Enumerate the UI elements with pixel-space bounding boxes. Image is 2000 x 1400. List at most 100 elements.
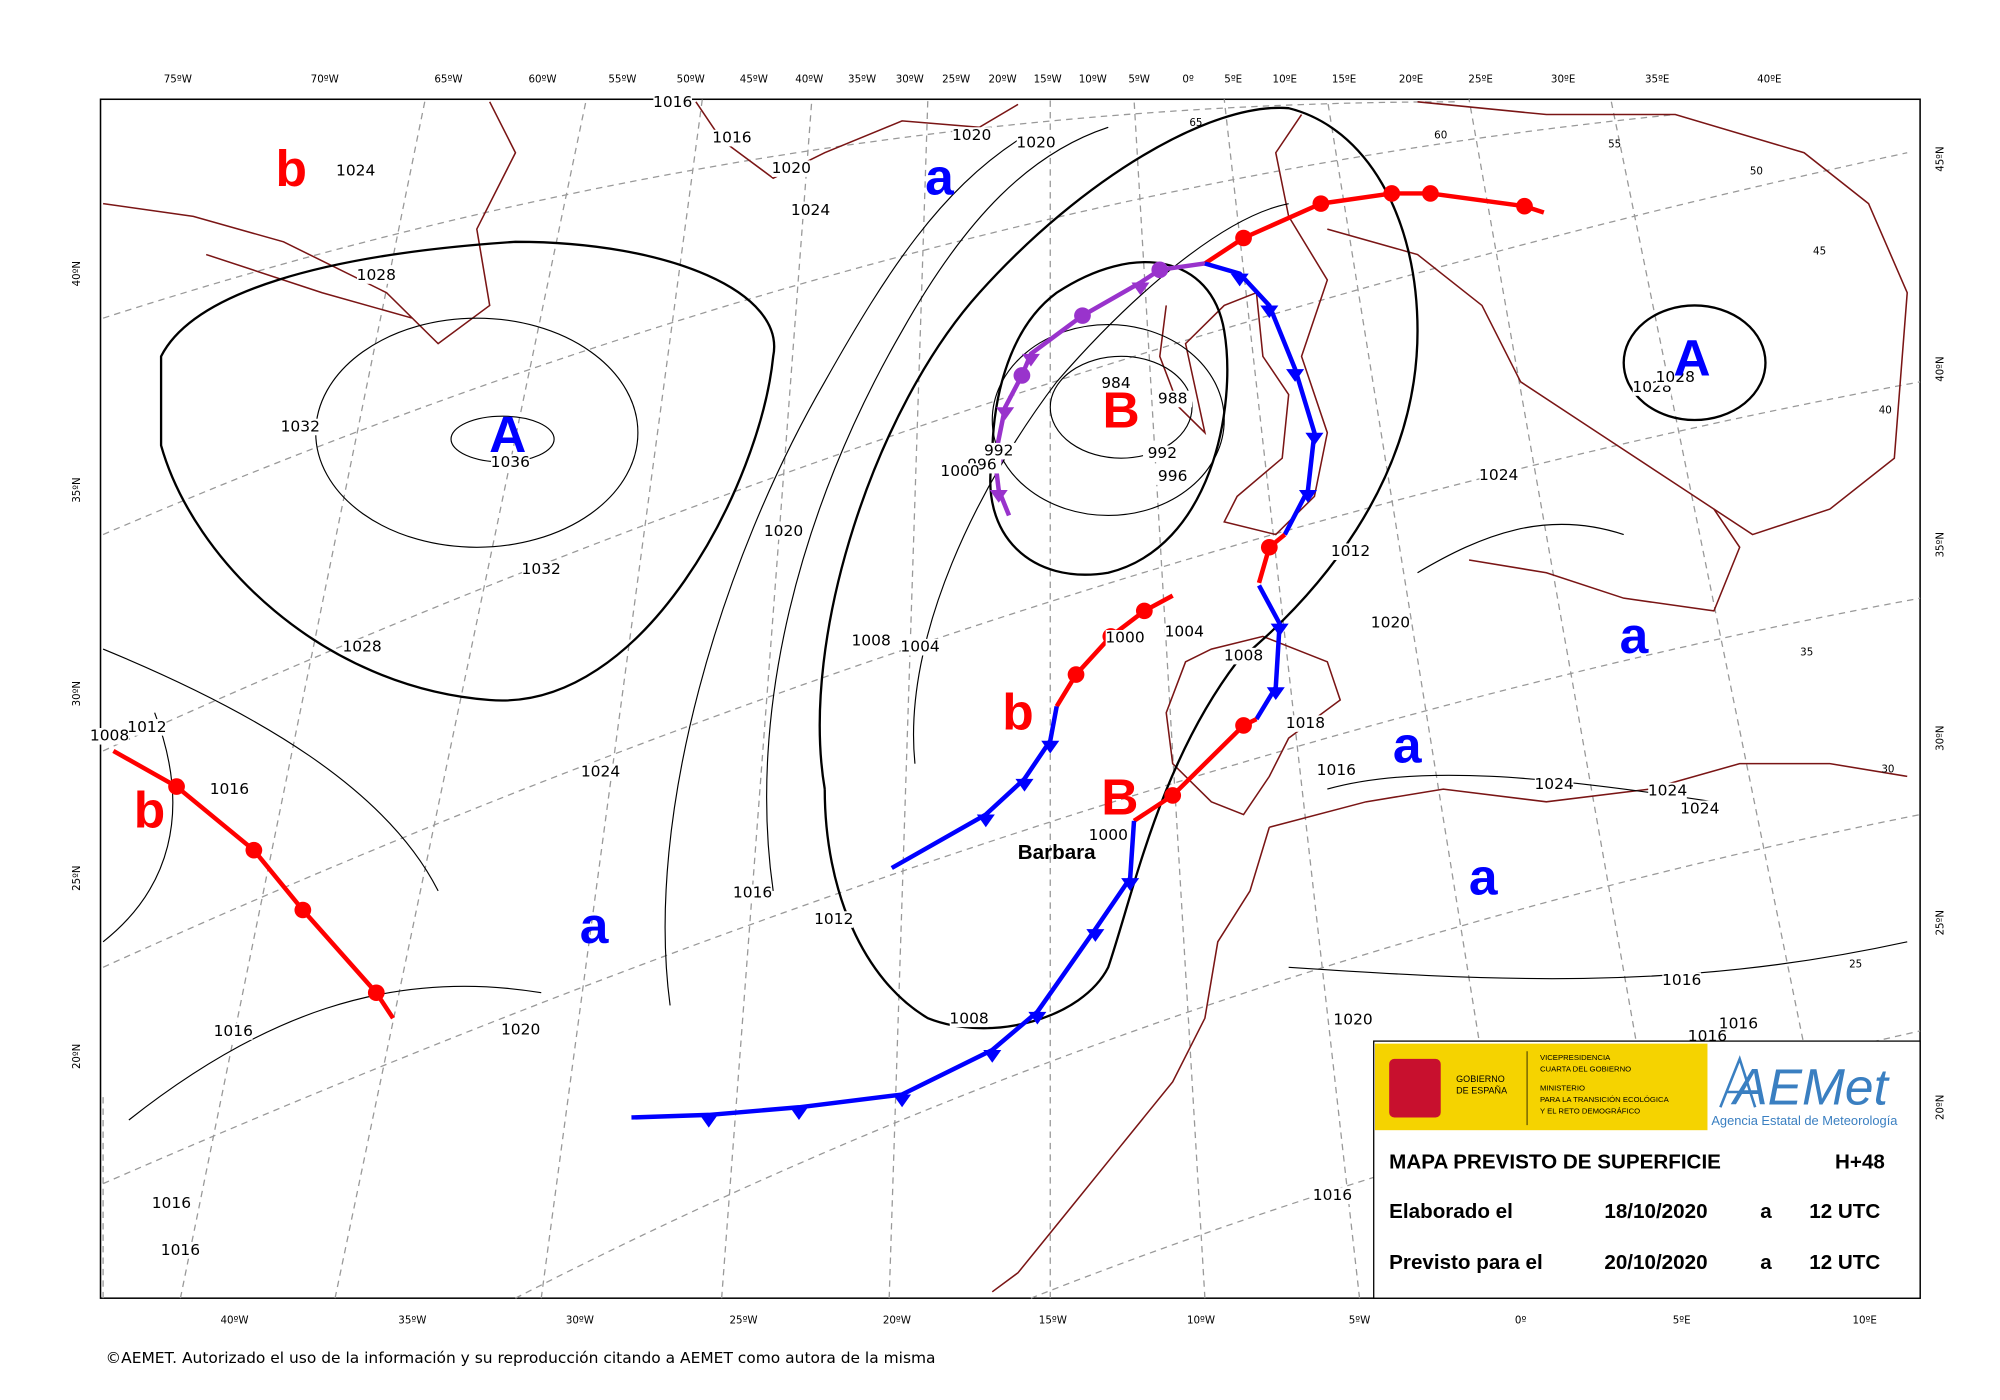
isobar-label: 1016: [1719, 1014, 1758, 1032]
front-symbol: [1131, 282, 1150, 296]
isobar-label-bg: [771, 160, 811, 177]
front-symbol: [1015, 778, 1034, 792]
info-cell: a: [1760, 1251, 1772, 1274]
isobar-label: 1004: [1165, 622, 1204, 640]
front-symbol: [1516, 197, 1533, 215]
isobar-label-bg: [1096, 375, 1136, 392]
map-frame: [99, 98, 1921, 1299]
isobar-label: 1020: [1371, 614, 1410, 632]
isobar-label-bg: [1143, 445, 1182, 462]
logo-text: MINISTERIO: [1540, 1084, 1585, 1093]
isobar-label-bg: [1317, 762, 1356, 779]
pressure-system: A: [489, 406, 526, 463]
isobar-label-bg: [501, 1022, 540, 1039]
isobar-label-bg: [356, 267, 396, 284]
isobar-label-bg: [152, 1195, 191, 1212]
isobar-label-bg: [1479, 467, 1519, 484]
isobar-label: 1028: [357, 266, 396, 284]
longitude-label: 55ºW: [608, 74, 636, 86]
front-symbol: [1028, 1011, 1047, 1025]
aemet-mark: [1719, 1055, 1757, 1108]
longitude-label: 25ºE: [1468, 74, 1492, 86]
latitude-label: 40: [1879, 405, 1892, 417]
coastline: [102, 101, 517, 345]
front-symbol: [1286, 369, 1305, 382]
graticule: [102, 99, 1921, 1299]
pressure-system: b: [275, 140, 306, 197]
longitude-label: 75ºW: [164, 74, 192, 86]
isobar-label: 1028: [1656, 368, 1695, 386]
coastline: [1327, 101, 1909, 536]
isobar-label: 1032: [522, 560, 561, 578]
logo-text: GOBIERNO: [1456, 1074, 1505, 1084]
front-symbol: [699, 1114, 718, 1128]
isobar-label-bg: [336, 162, 375, 180]
isobar-label: 1018: [1286, 714, 1325, 732]
isobar-label: 1016: [1662, 971, 1701, 989]
front-symbol: [893, 1094, 912, 1108]
isobar-label: 1020: [952, 126, 991, 144]
parallel: [102, 152, 1908, 752]
pressure-system: A: [1673, 330, 1710, 387]
front-symbol: [1164, 787, 1182, 804]
meridian: [721, 99, 813, 1299]
longitude-label: 0º: [1515, 1315, 1527, 1327]
pressure-system: a: [1393, 717, 1422, 774]
front: [1254, 584, 1282, 721]
isobar-label-bg: [280, 418, 320, 436]
isobar: [818, 106, 1419, 1030]
isobar-label-bg: [210, 781, 249, 798]
isobar-label: 1024: [1680, 799, 1719, 817]
front-symbol: [1422, 185, 1439, 202]
front-symbol: [1041, 740, 1060, 754]
latitude-label: 45: [1813, 246, 1826, 258]
meridian: [1223, 99, 1361, 1299]
pressure-system: a: [925, 149, 954, 206]
meridian: [179, 99, 426, 1299]
isobar-label-bg: [581, 763, 620, 781]
isobar-label-bg: [764, 523, 803, 540]
front-symbol: [367, 984, 385, 1001]
front-symbol: [294, 901, 312, 919]
front: [992, 261, 1206, 517]
isobar-label: 1016: [1317, 761, 1356, 779]
isobar-label-bg: [342, 638, 382, 656]
front-symbol: [1260, 305, 1279, 319]
isobar-label-bg: [900, 638, 940, 656]
isobar-label-bg: [1164, 623, 1204, 641]
isobar-label: 992: [1148, 444, 1178, 462]
meridian: [334, 99, 587, 1299]
isobar-label-bg: [1313, 1187, 1352, 1204]
pressure-system: b: [1002, 684, 1033, 741]
latitude-label: 45ºN: [1934, 146, 1946, 171]
front-symbol: [1230, 273, 1249, 287]
isobar-label: 1028: [342, 638, 381, 656]
agency-name: Agencia Estatal de Meteorología: [1711, 1113, 1898, 1128]
isobar-label-bg: [1534, 776, 1574, 793]
isobar-label: 1024: [791, 201, 830, 219]
labels: 75ºW 70ºW 65ºW 60ºW 55ºW 50ºW 45ºW 40ºW 35ºW 30ºW…: [71, 74, 1946, 1327]
logo-text: Y EL RETO DEMOGRÁFICO: [1540, 1107, 1640, 1116]
isobar-label-bg: [1371, 614, 1410, 632]
latitude-label: 65: [1189, 117, 1202, 129]
front-symbol: [1135, 602, 1153, 620]
longitude-label: 50ºW: [677, 74, 705, 86]
info-cell: 12 UTC: [1809, 1251, 1880, 1274]
isobar-label: 1008: [851, 631, 890, 649]
isobar-label: 984: [1101, 374, 1131, 392]
isobar-label: 1012: [814, 910, 853, 928]
coastline: [1159, 114, 1329, 536]
isobar-label: 988: [1158, 390, 1188, 408]
isobar-label-bg: [1662, 972, 1702, 989]
isobar-label-bg: [213, 1023, 253, 1040]
isobar-label-bg: [1224, 647, 1263, 665]
isobar-label-bg: [1648, 782, 1687, 800]
longitude-label: 5ºW: [1349, 1315, 1371, 1327]
front-symbol: [1312, 195, 1330, 212]
front-symbol: [1266, 687, 1285, 700]
pressure-system: B: [1103, 382, 1140, 439]
front-symbol: [1013, 367, 1031, 384]
isobar-label-bg: [791, 202, 830, 219]
longitude-label: 5ºE: [1673, 1315, 1691, 1327]
